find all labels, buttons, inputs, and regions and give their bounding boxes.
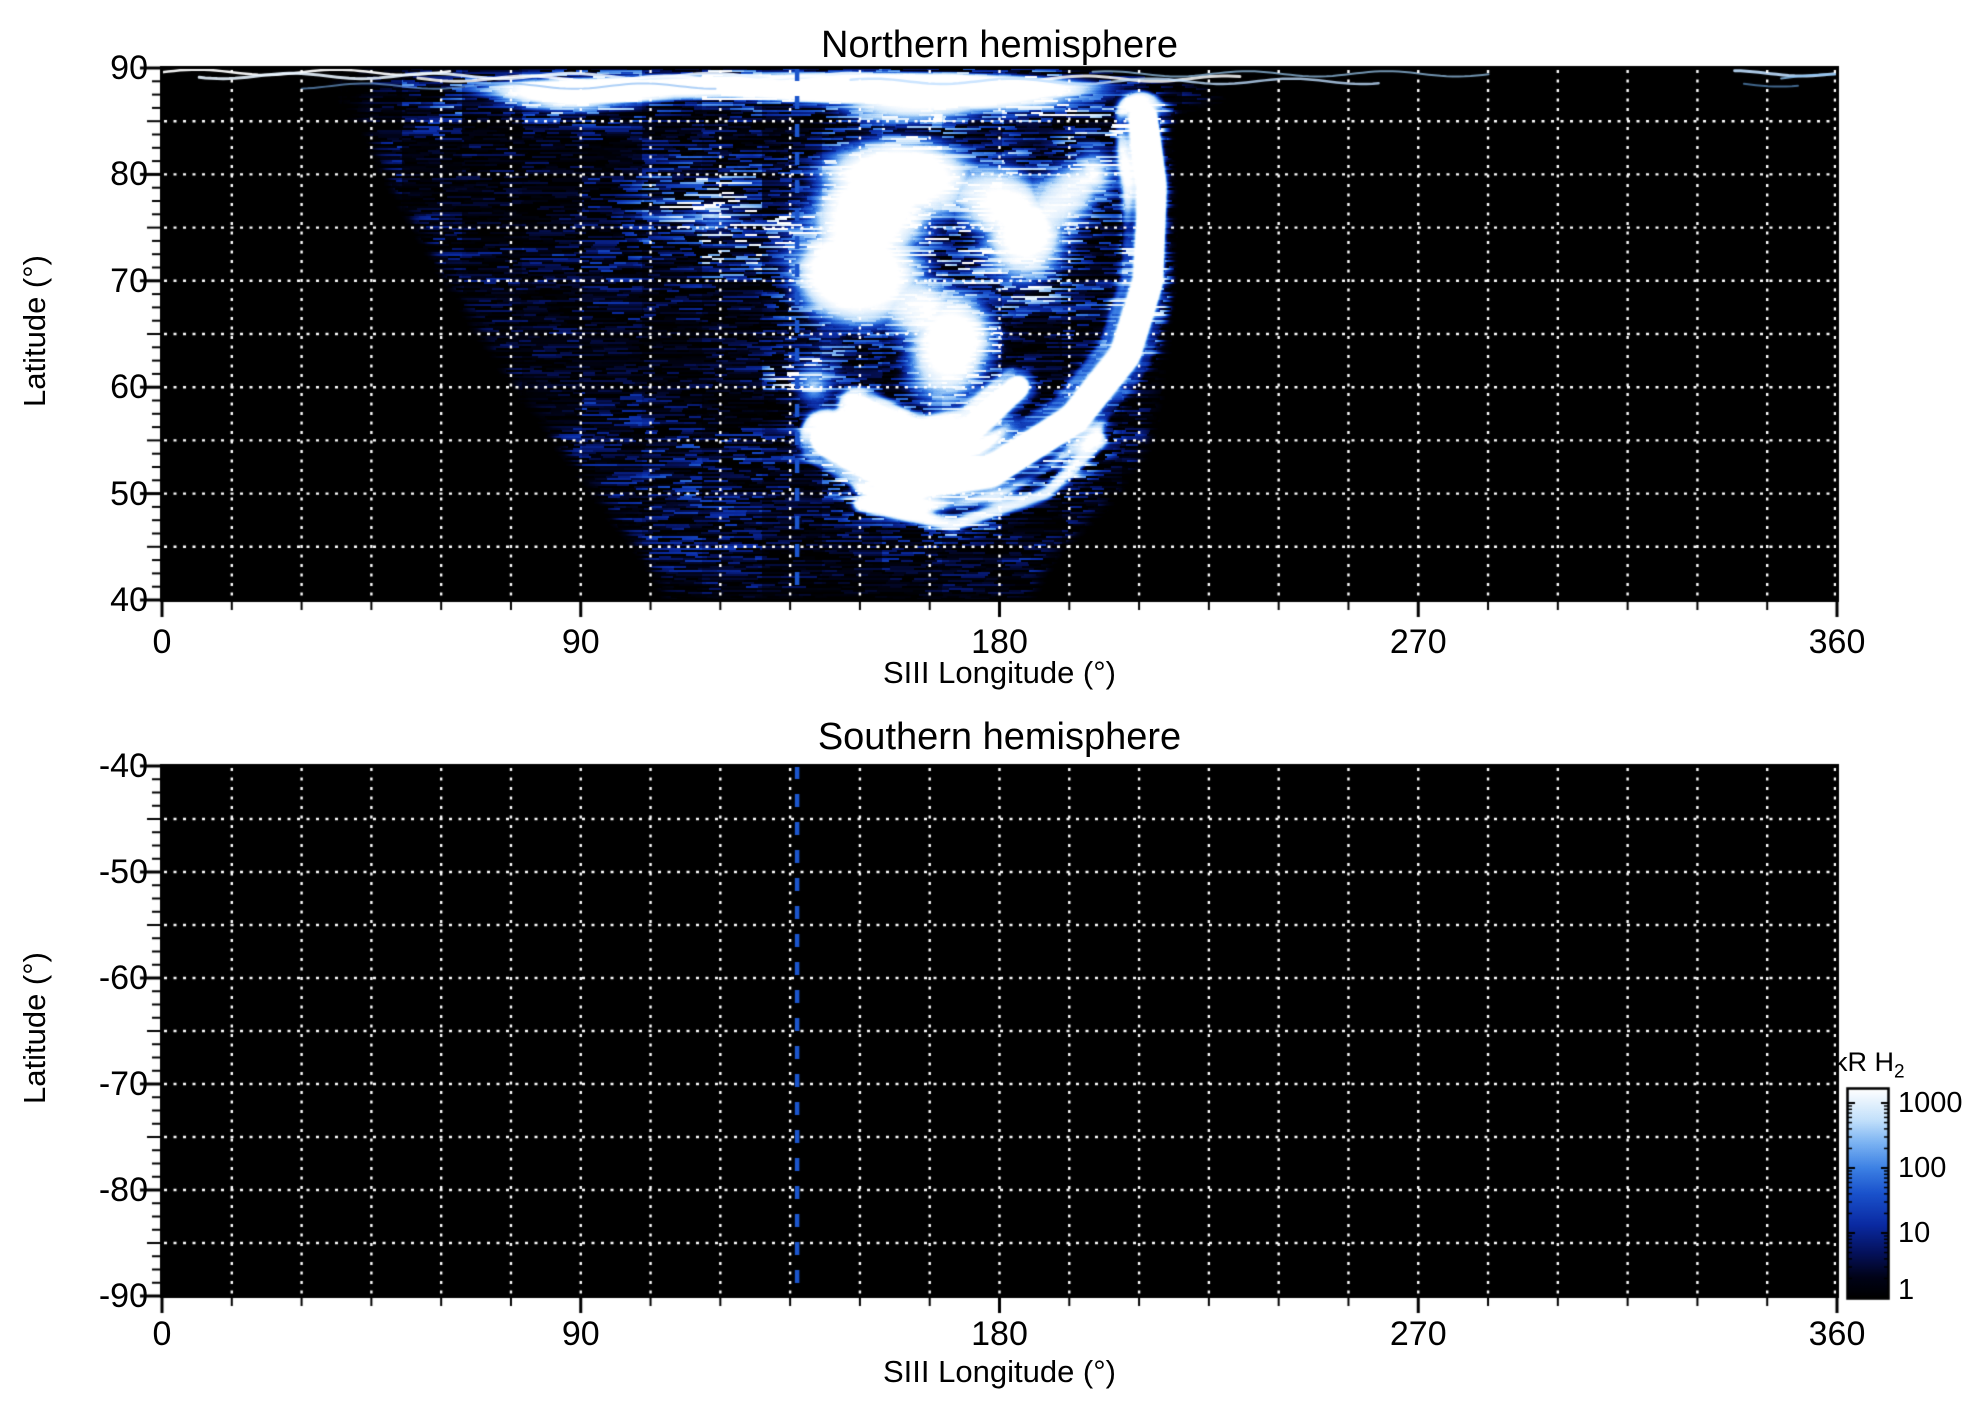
y-tick-label: -70 [8,1066,148,1102]
y-tick-label: 90 [8,50,148,86]
y-tick-label: 70 [8,263,148,299]
colorbar-tick-label: 1 [1898,1275,1914,1305]
x-tick-label: 180 [930,624,1070,660]
y-tick-label: -60 [8,960,148,996]
south-y-axis-label: Latitude (°) [18,878,52,1178]
x-tick-label: 0 [92,1316,232,1352]
plot-canvas [0,0,1983,1423]
colorbar-title-subscript: 2 [1894,1061,1905,1082]
colorbar-tick-label: 100 [1898,1153,1946,1183]
y-tick-label: -80 [8,1172,148,1208]
y-tick-label: -40 [8,748,148,784]
north-y-axis-label: Latitude (°) [18,181,52,481]
figure: Northern hemisphere SIII Longitude (°) L… [0,0,1983,1423]
y-tick-label: 80 [8,156,148,192]
y-tick-label: 40 [8,582,148,618]
y-tick-label: 50 [8,476,148,512]
north-x-axis-label: SIII Longitude (°) [162,656,1837,690]
y-tick-label: -90 [8,1278,148,1314]
south-x-axis-label: SIII Longitude (°) [162,1355,1837,1389]
x-tick-label: 90 [511,624,651,660]
x-tick-label: 270 [1348,624,1488,660]
x-tick-label: 360 [1767,1316,1907,1352]
colorbar-title-text: kR H [1834,1047,1894,1077]
colorbar-tick-label: 10 [1898,1218,1930,1248]
colorbar-title: kR H2 [1834,1048,1905,1086]
south-panel-title: Southern hemisphere [162,716,1837,758]
x-tick-label: 270 [1348,1316,1488,1352]
y-tick-label: 60 [8,369,148,405]
x-tick-label: 360 [1767,624,1907,660]
x-tick-label: 180 [930,1316,1070,1352]
y-tick-label: -50 [8,854,148,890]
x-tick-label: 0 [92,624,232,660]
colorbar-tick-label: 1000 [1898,1088,1963,1118]
north-panel-title: Northern hemisphere [162,24,1837,66]
x-tick-label: 90 [511,1316,651,1352]
